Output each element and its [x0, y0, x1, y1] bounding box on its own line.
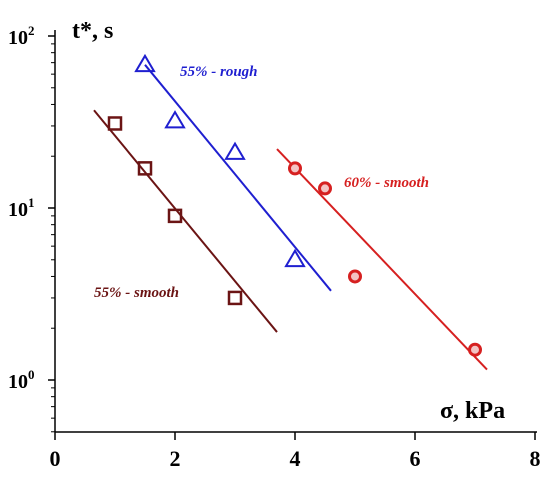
- fit-lines: [93, 64, 488, 371]
- y-tick-base: 10: [8, 371, 28, 393]
- y-tick-exponent: 0: [28, 367, 35, 382]
- y-axis-title: t*, s: [72, 18, 113, 44]
- x-tick-label: 8: [530, 446, 541, 471]
- triangle-marker: [284, 248, 306, 268]
- x-tick-label: 2: [170, 446, 181, 471]
- square-marker: [227, 290, 243, 306]
- fit-line: [93, 109, 278, 333]
- circle-marker: [348, 269, 362, 284]
- fit-line: [144, 64, 332, 292]
- data-markers: [107, 53, 482, 357]
- series-label: 55% - rough: [180, 64, 258, 80]
- series-labels: 55% - rough 55% - smooth 60% - smooth: [94, 64, 429, 301]
- y-tick-label: 101: [8, 195, 35, 221]
- y-tick-exponent: 2: [28, 23, 35, 38]
- circle-marker: [468, 342, 482, 357]
- y-tick-base: 10: [8, 27, 28, 49]
- triangle-marker: [224, 141, 246, 160]
- y-tick-exponent: 1: [28, 195, 35, 210]
- circle-marker: [288, 161, 302, 176]
- x-tick-label: 6: [410, 446, 421, 471]
- triangle-marker: [134, 53, 156, 73]
- series-label: 60% - smooth: [344, 175, 429, 191]
- y-tick-label: 100: [8, 367, 35, 393]
- square-marker: [137, 161, 153, 176]
- series-label: 55% - smooth: [94, 285, 179, 301]
- y-tick-base: 10: [8, 199, 28, 221]
- square-marker: [107, 116, 123, 131]
- y-tick-label: 102: [8, 23, 35, 49]
- triangle-marker: [164, 110, 186, 129]
- x-axis-title: σ, kPa: [440, 398, 505, 424]
- x-tick-label: 4: [290, 446, 301, 471]
- square-marker: [167, 208, 183, 224]
- circle-marker: [318, 181, 332, 196]
- fit-line: [276, 148, 488, 371]
- x-tick-label: 0: [50, 446, 61, 471]
